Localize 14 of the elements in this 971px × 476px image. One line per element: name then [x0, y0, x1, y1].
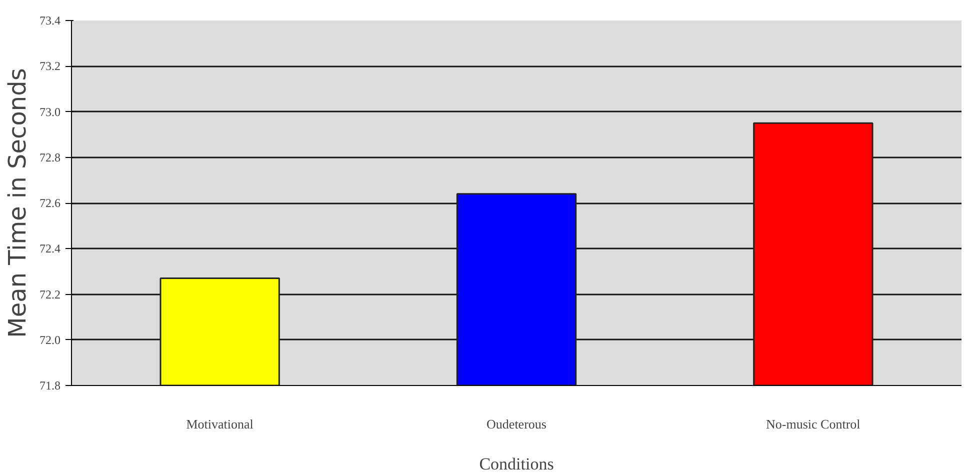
y-tick-label: 73.4: [40, 14, 60, 28]
y-tick-label: 72.0: [40, 332, 60, 347]
y-tick-label: 73.0: [40, 104, 60, 119]
x-axis-title: Conditions: [479, 454, 554, 474]
y-tick-label: 71.8: [40, 378, 60, 392]
y-tick-label: 73.2: [40, 59, 60, 74]
x-tick-label: No-music Control: [766, 416, 861, 432]
x-tick-label: Motivational: [186, 416, 254, 432]
x-tick-label: Oudeterous: [486, 416, 546, 432]
y-tick-label: 72.2: [40, 287, 60, 302]
y-tick-label: 72.6: [40, 196, 60, 210]
y-tick-label: 72.4: [40, 242, 60, 256]
y-axis-title: Mean Time in Seconds: [4, 68, 32, 338]
y-tick-label: 72.8: [40, 150, 60, 164]
